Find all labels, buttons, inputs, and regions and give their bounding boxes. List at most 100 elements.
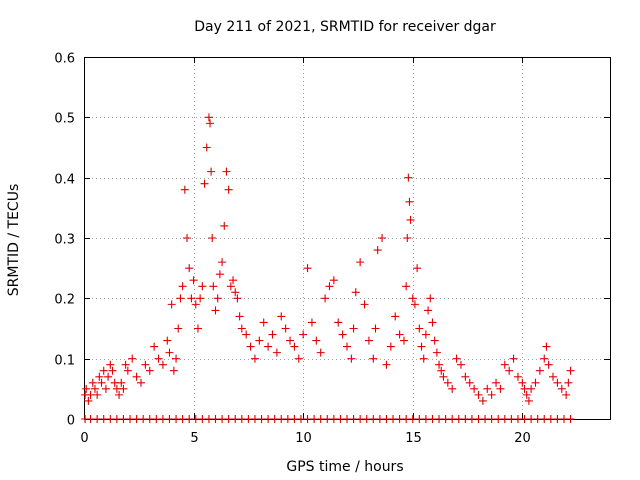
data-point bbox=[224, 185, 233, 194]
data-point bbox=[183, 234, 192, 242]
y-tick-label: 0.5 bbox=[54, 112, 75, 127]
data-point bbox=[150, 342, 159, 351]
data-point bbox=[97, 378, 106, 387]
data-point bbox=[117, 378, 126, 387]
data-point bbox=[535, 366, 544, 375]
data-point bbox=[531, 378, 540, 387]
data-point bbox=[351, 288, 360, 297]
data-point bbox=[321, 294, 330, 303]
data-point bbox=[176, 294, 185, 303]
data-point bbox=[371, 324, 380, 333]
x-tick-label: 10 bbox=[295, 431, 312, 446]
data-point bbox=[395, 330, 404, 339]
data-point bbox=[218, 258, 227, 267]
data-point bbox=[437, 366, 446, 375]
data-point bbox=[226, 282, 235, 291]
data-point bbox=[329, 276, 338, 285]
data-point bbox=[242, 330, 251, 339]
data-point bbox=[213, 294, 222, 303]
data-point bbox=[419, 354, 428, 363]
data-point bbox=[106, 360, 115, 369]
data-point bbox=[316, 348, 325, 357]
data-point bbox=[410, 300, 419, 309]
data-point bbox=[172, 354, 181, 363]
data-point bbox=[136, 378, 145, 387]
data-point bbox=[404, 173, 413, 182]
y-tick-label: 0.3 bbox=[54, 233, 75, 248]
data-point bbox=[154, 354, 163, 363]
data-point bbox=[557, 384, 566, 393]
data-point bbox=[443, 378, 452, 387]
data-point bbox=[553, 378, 562, 387]
data-point bbox=[470, 384, 479, 393]
data-point bbox=[104, 372, 113, 381]
data-point bbox=[448, 384, 457, 393]
data-point bbox=[187, 294, 196, 303]
data-point bbox=[303, 264, 312, 273]
data-point bbox=[189, 276, 198, 285]
chart-title: Day 211 of 2021, SRMTID for receiver dga… bbox=[194, 19, 496, 35]
data-point bbox=[564, 378, 573, 387]
data-point bbox=[233, 294, 242, 303]
data-point bbox=[119, 384, 128, 393]
data-point bbox=[220, 221, 229, 230]
data-point bbox=[193, 324, 202, 333]
data-point bbox=[82, 384, 91, 393]
data-point bbox=[90, 384, 99, 393]
data-point bbox=[421, 330, 430, 339]
data-point bbox=[496, 384, 505, 393]
data-point bbox=[509, 354, 518, 363]
data-point bbox=[406, 215, 415, 224]
data-point bbox=[456, 360, 465, 369]
data-point bbox=[93, 390, 102, 399]
data-point bbox=[549, 372, 558, 381]
data-point bbox=[208, 234, 217, 242]
data-point bbox=[408, 294, 417, 303]
data-point bbox=[527, 384, 536, 393]
data-point bbox=[215, 270, 224, 279]
data-point bbox=[461, 372, 470, 381]
data-point bbox=[483, 384, 492, 393]
data-point bbox=[364, 336, 373, 345]
data-point bbox=[356, 258, 365, 267]
data-point bbox=[235, 312, 244, 321]
data-point bbox=[99, 366, 108, 375]
data-point bbox=[399, 336, 408, 345]
data-point bbox=[88, 378, 97, 387]
data-point bbox=[347, 354, 356, 363]
data-point bbox=[417, 342, 426, 351]
data-point bbox=[259, 318, 268, 327]
data-point bbox=[202, 143, 211, 152]
data-point bbox=[277, 312, 286, 321]
data-point bbox=[402, 282, 411, 291]
data-point bbox=[360, 300, 369, 309]
data-point bbox=[128, 354, 137, 363]
data-point bbox=[191, 300, 200, 309]
data-point bbox=[207, 167, 216, 176]
data-point bbox=[272, 348, 281, 357]
data-point bbox=[566, 366, 575, 375]
data-point bbox=[294, 354, 303, 363]
data-point bbox=[229, 276, 238, 285]
data-point bbox=[452, 354, 461, 363]
data-point bbox=[178, 282, 187, 291]
data-point bbox=[391, 312, 400, 321]
data-point bbox=[158, 360, 167, 369]
data-point bbox=[435, 360, 444, 369]
axis-ticks: 0 0.1 0.2 0.3 0.4 0.5 0.6 0 5 10 15 20 bbox=[54, 52, 610, 446]
data-point bbox=[386, 342, 395, 351]
data-point bbox=[185, 264, 194, 273]
data-point bbox=[562, 390, 571, 399]
data-point bbox=[250, 354, 259, 363]
data-point bbox=[432, 348, 441, 357]
data-point bbox=[522, 390, 531, 399]
x-tick-label: 5 bbox=[190, 431, 198, 446]
data-point bbox=[255, 336, 264, 345]
data-point bbox=[430, 336, 439, 345]
data-point bbox=[132, 372, 141, 381]
data-point bbox=[524, 396, 533, 405]
data-point bbox=[84, 396, 93, 405]
data-point bbox=[478, 396, 487, 405]
data-point bbox=[500, 360, 509, 369]
data-point bbox=[338, 330, 347, 339]
